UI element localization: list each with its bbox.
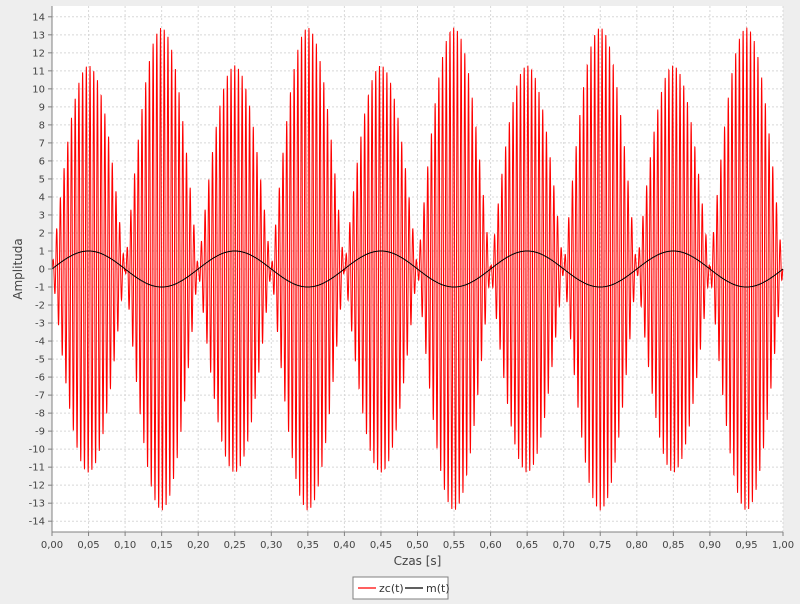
y-tick-label: -12 xyxy=(29,481,45,492)
x-axis-ticks: 0,00 0,05 0,10 0,15 0,20 0,25 0,30 0,35 0,40 0,45… xyxy=(41,532,794,551)
y-tick-label: -2 xyxy=(35,301,45,312)
x-tick-label: 0,50 xyxy=(406,540,428,551)
y-tick-label: -9 xyxy=(35,427,45,438)
x-tick-label: 0,65 xyxy=(516,540,538,551)
x-tick-label: 0,15 xyxy=(151,540,173,551)
x-tick-label: 0,70 xyxy=(553,540,575,551)
x-tick-label: 0,10 xyxy=(114,540,136,551)
y-tick-label: 1 xyxy=(39,246,45,257)
y-tick-label: -7 xyxy=(35,391,45,402)
y-tick-label: 2 xyxy=(39,228,45,239)
x-tick-label: 0,05 xyxy=(77,540,99,551)
legend: zc(t) m(t) xyxy=(352,576,450,600)
y-tick-label: 12 xyxy=(32,48,45,59)
x-tick-label: 0,00 xyxy=(41,540,63,551)
x-tick-label: 0,40 xyxy=(333,540,355,551)
x-tick-label: 0,25 xyxy=(224,540,246,551)
legend-label-0: zc(t) xyxy=(379,582,404,595)
x-tick-label: 1,00 xyxy=(772,540,794,551)
x-tick-label: 0,80 xyxy=(626,540,648,551)
y-tick-label: -6 xyxy=(35,373,45,384)
y-tick-label: -14 xyxy=(29,517,45,528)
x-tick-label: 0,85 xyxy=(662,540,684,551)
x-tick-label: 0,55 xyxy=(443,540,465,551)
y-tick-label: 14 xyxy=(32,12,45,23)
y-axis-ticks: 14131211109876543210-1-2-3-4-5-6-7-8-9-1… xyxy=(29,12,52,528)
y-tick-label: -13 xyxy=(29,499,45,510)
y-tick-label: 5 xyxy=(39,174,45,185)
y-tick-label: 13 xyxy=(32,30,45,41)
x-tick-label: 0,20 xyxy=(187,540,209,551)
x-tick-label: 0,45 xyxy=(370,540,392,551)
x-tick-label: 0,30 xyxy=(260,540,282,551)
y-tick-label: 0 xyxy=(39,265,45,276)
y-tick-label: -1 xyxy=(35,283,45,294)
x-tick-label: 0,95 xyxy=(735,540,757,551)
y-tick-label: 4 xyxy=(39,192,45,203)
x-axis-label: Czas [s] xyxy=(394,554,442,568)
y-tick-label: 7 xyxy=(39,138,45,149)
series-m-line xyxy=(51,250,784,288)
x-tick-label: 0,60 xyxy=(479,540,501,551)
x-tick-label: 0,35 xyxy=(297,540,319,551)
y-tick-label: 9 xyxy=(39,102,45,113)
y-tick-label: 11 xyxy=(32,66,45,77)
y-tick-label: -4 xyxy=(35,337,45,348)
y-tick-label: 8 xyxy=(39,120,45,131)
y-tick-label: -5 xyxy=(35,355,45,366)
y-tick-label: -11 xyxy=(29,463,45,474)
x-tick-label: 0,90 xyxy=(699,540,721,551)
y-axis-label: Amplituda xyxy=(11,238,25,299)
y-tick-label: -3 xyxy=(35,319,45,330)
y-tick-label: 6 xyxy=(39,156,45,167)
series-m xyxy=(51,250,784,288)
x-tick-label: 0,75 xyxy=(589,540,611,551)
y-tick-label: -8 xyxy=(35,409,45,420)
y-tick-label: 3 xyxy=(39,210,45,221)
y-tick-label: -10 xyxy=(29,445,45,456)
y-tick-label: 10 xyxy=(32,84,45,95)
legend-box xyxy=(352,576,449,600)
legend-label-1: m(t) xyxy=(426,582,450,595)
